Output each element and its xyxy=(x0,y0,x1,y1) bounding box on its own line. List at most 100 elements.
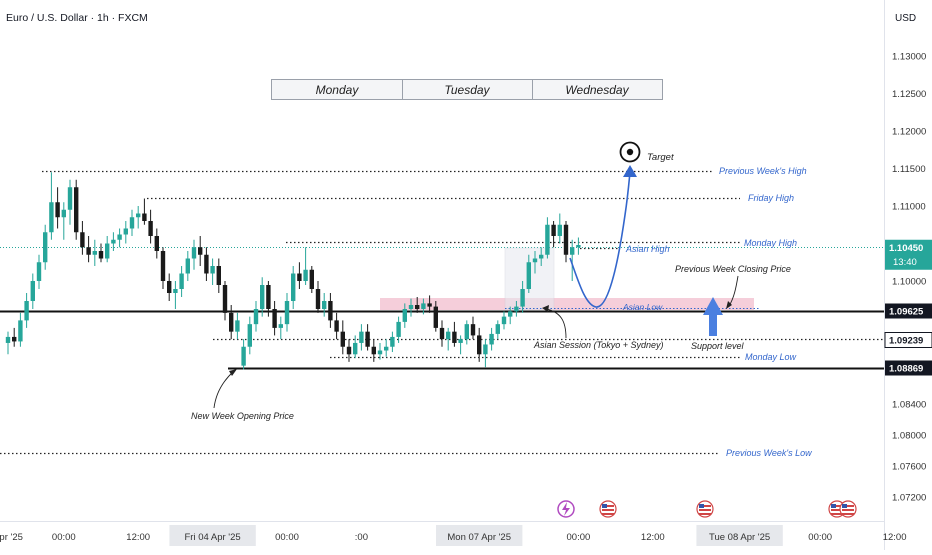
candle-4[interactable] xyxy=(30,273,35,310)
candle-5[interactable] xyxy=(36,254,42,289)
us-flag-event-icon[interactable] xyxy=(599,500,617,518)
candle-28[interactable] xyxy=(179,266,184,297)
candle-85[interactable] xyxy=(532,251,538,274)
candle-78[interactable] xyxy=(489,327,494,351)
candle-8[interactable] xyxy=(55,187,60,229)
candle-54[interactable] xyxy=(340,320,345,355)
candle-31[interactable] xyxy=(198,236,203,266)
candle-6[interactable] xyxy=(43,224,48,270)
candle-26[interactable] xyxy=(167,273,172,302)
candle-49[interactable] xyxy=(309,266,314,293)
candle-27[interactable] xyxy=(173,281,178,309)
candle-13[interactable] xyxy=(86,236,91,263)
candle-36[interactable] xyxy=(229,305,234,340)
candle-77[interactable] xyxy=(483,339,488,368)
candle-25[interactable] xyxy=(160,247,166,289)
candle-82[interactable] xyxy=(514,301,519,317)
candle-64[interactable] xyxy=(402,303,407,328)
candle-38[interactable] xyxy=(241,339,246,370)
candle-81[interactable] xyxy=(508,306,513,325)
candle-59[interactable] xyxy=(371,339,376,362)
price-badge-3[interactable]: 1.08869 xyxy=(885,360,932,376)
candle-51[interactable] xyxy=(322,293,327,317)
candle-58[interactable] xyxy=(365,324,370,351)
candle-9[interactable] xyxy=(61,202,66,240)
candle-88[interactable] xyxy=(551,221,556,248)
candle-61[interactable] xyxy=(384,339,389,357)
candlestick-series[interactable] xyxy=(5,172,581,370)
candle-10[interactable] xyxy=(67,179,73,225)
candle-30[interactable] xyxy=(191,239,197,270)
candle-44[interactable] xyxy=(278,316,283,340)
candle-41[interactable] xyxy=(260,277,265,317)
candle-24[interactable] xyxy=(154,228,159,259)
candle-68[interactable] xyxy=(427,295,432,313)
candle-35[interactable] xyxy=(222,281,228,321)
candle-72[interactable] xyxy=(452,321,457,347)
price-badge-0[interactable]: 1.10450 13:40 xyxy=(885,239,932,270)
candle-2[interactable] xyxy=(18,312,23,347)
candle-75[interactable] xyxy=(470,316,476,340)
candle-42[interactable] xyxy=(266,281,271,317)
candle-15[interactable] xyxy=(98,243,104,263)
projection-curve[interactable] xyxy=(569,171,631,308)
candle-86[interactable] xyxy=(539,247,544,266)
candle-90[interactable] xyxy=(563,221,569,263)
candle-39[interactable] xyxy=(247,316,252,355)
candle-46[interactable] xyxy=(291,266,296,309)
candle-43[interactable] xyxy=(272,301,277,336)
candle-69[interactable] xyxy=(433,301,438,332)
candle-56[interactable] xyxy=(353,335,358,359)
candle-17[interactable] xyxy=(111,232,116,251)
candle-92[interactable] xyxy=(576,237,581,255)
candle-55[interactable] xyxy=(346,339,352,362)
candle-14[interactable] xyxy=(92,239,97,266)
price-badge-2[interactable]: 1.09239 xyxy=(884,332,932,348)
candle-84[interactable] xyxy=(526,254,531,293)
candle-37[interactable] xyxy=(235,312,240,340)
candle-16[interactable] xyxy=(105,236,110,263)
candle-65[interactable] xyxy=(408,298,414,317)
us-flag-event-icon[interactable] xyxy=(696,500,714,518)
support-up-arrow[interactable] xyxy=(703,297,723,336)
candle-47[interactable] xyxy=(297,262,302,289)
candle-20[interactable] xyxy=(129,209,135,236)
candle-71[interactable] xyxy=(446,327,451,351)
candle-22[interactable] xyxy=(142,198,147,225)
candle-66[interactable] xyxy=(415,297,420,313)
candle-29[interactable] xyxy=(185,251,190,281)
candle-62[interactable] xyxy=(390,331,395,353)
candle-50[interactable] xyxy=(315,281,321,313)
candle-45[interactable] xyxy=(284,293,290,332)
candle-79[interactable] xyxy=(495,320,500,340)
candle-60[interactable] xyxy=(377,342,383,360)
candle-89[interactable] xyxy=(557,213,562,244)
candle-52[interactable] xyxy=(328,293,333,328)
candle-40[interactable] xyxy=(253,301,259,332)
candle-0[interactable] xyxy=(5,331,11,355)
candle-18[interactable] xyxy=(117,228,122,248)
candle-32[interactable] xyxy=(204,247,209,281)
candle-1[interactable] xyxy=(12,327,17,347)
candle-21[interactable] xyxy=(136,206,141,229)
candle-80[interactable] xyxy=(501,311,507,330)
candle-83[interactable] xyxy=(520,281,525,313)
candle-76[interactable] xyxy=(477,327,482,362)
candle-11[interactable] xyxy=(74,179,79,240)
time-axis[interactable]: Apr '25 00:00 12:00 Fri 04 Apr '25 00:00:00 M… xyxy=(0,525,932,546)
price-badge-1[interactable]: 1.09625 xyxy=(885,303,932,319)
candle-19[interactable] xyxy=(123,221,128,244)
candle-87[interactable] xyxy=(545,217,550,259)
candle-53[interactable] xyxy=(334,312,339,340)
lightning-event-icon[interactable] xyxy=(557,500,575,518)
candle-63[interactable] xyxy=(396,316,401,343)
candle-12[interactable] xyxy=(80,221,85,255)
candle-33[interactable] xyxy=(210,258,215,286)
candle-23[interactable] xyxy=(148,209,153,244)
candle-74[interactable] xyxy=(464,320,469,345)
candle-91[interactable] xyxy=(570,239,575,281)
candle-67[interactable] xyxy=(421,298,426,315)
asian-session-zone[interactable] xyxy=(380,298,754,310)
